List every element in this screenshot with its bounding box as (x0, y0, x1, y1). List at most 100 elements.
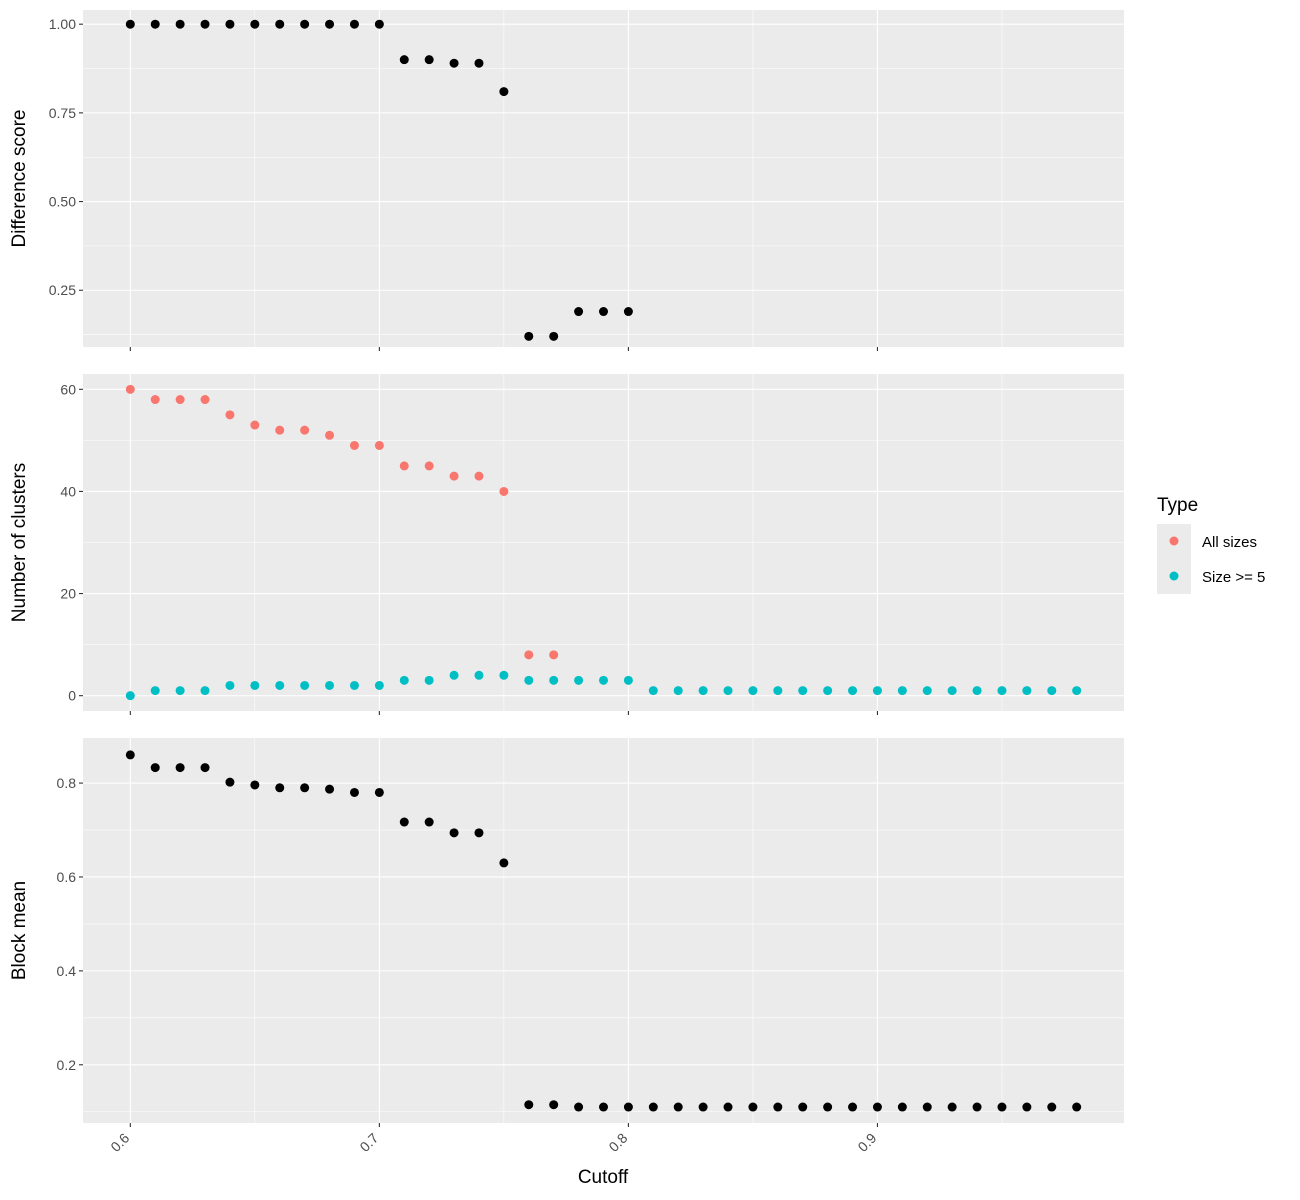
data-point (275, 19, 285, 29)
data-point (374, 680, 384, 690)
data-point (798, 686, 808, 696)
chart-panels: 0.25 0.50 0.75 1.00 Difference score 0 20 40 60 N… (9, 10, 1124, 1155)
data-point (623, 675, 633, 685)
data-point (399, 675, 409, 685)
data-point (424, 55, 434, 65)
data-point (175, 686, 185, 696)
data-point (275, 680, 285, 690)
data-point (374, 787, 384, 797)
data-point (474, 58, 484, 68)
data-point (349, 787, 359, 797)
data-point (449, 828, 459, 838)
y-tick-label: 40 (60, 483, 76, 499)
data-point (972, 1102, 982, 1112)
data-point (150, 19, 160, 29)
data-point (449, 471, 459, 481)
legend: Type All sizes Size >= 5 (1157, 495, 1265, 594)
data-point (972, 686, 982, 696)
data-point (200, 395, 210, 405)
series-size-5 (125, 670, 1082, 701)
data-point (549, 1100, 559, 1110)
data-point (225, 680, 235, 690)
data-point (574, 1102, 584, 1112)
data-point (325, 680, 335, 690)
data-point (599, 1102, 608, 1112)
data-point (424, 817, 434, 827)
data-point (449, 670, 459, 680)
data-point (1022, 1102, 1032, 1112)
data-point (549, 331, 559, 341)
panel-difference-score: 0.25 0.50 0.75 1.00 Difference score (9, 10, 1124, 351)
series-points (125, 750, 1082, 1112)
data-point (823, 1102, 833, 1112)
data-point (125, 691, 135, 701)
y-tick-label: 0.25 (49, 282, 76, 298)
data-point (474, 471, 484, 481)
data-point (1072, 686, 1082, 696)
data-point (798, 1102, 808, 1112)
data-point (997, 1102, 1007, 1112)
data-point (150, 395, 160, 405)
y-tick-label: 0.2 (57, 1057, 77, 1073)
y-tick-label: 0.50 (49, 194, 76, 210)
data-point (424, 461, 434, 471)
data-point (947, 686, 957, 696)
data-point (175, 395, 185, 405)
data-point (325, 430, 335, 440)
data-point (1047, 1102, 1057, 1112)
data-point (1022, 686, 1032, 696)
x-tick-label: 0.9 (854, 1130, 879, 1155)
y-tick-label: 0.4 (57, 963, 77, 979)
data-point (125, 384, 135, 394)
data-point (773, 1102, 783, 1112)
legend-key-all-sizes (1169, 536, 1179, 546)
panel-background (83, 738, 1124, 1123)
data-point (300, 425, 310, 435)
data-point (648, 686, 658, 696)
data-point (698, 1102, 708, 1112)
data-point (349, 19, 359, 29)
data-point (499, 670, 509, 680)
data-point (200, 763, 210, 773)
legend-key-size-ge-5 (1169, 571, 1179, 581)
data-point (947, 1102, 957, 1112)
data-point (275, 783, 285, 793)
data-point (474, 670, 484, 680)
x-tick-label: 0.7 (356, 1130, 381, 1155)
data-point (1047, 686, 1057, 696)
y-tick-label: 60 (60, 381, 76, 397)
x-tick-label: 0.6 (107, 1130, 132, 1155)
data-point (150, 686, 160, 696)
data-point (524, 675, 534, 685)
y-tick-label: 0.75 (49, 105, 76, 121)
data-point (499, 87, 509, 97)
data-point (225, 410, 235, 420)
data-point (325, 19, 335, 29)
data-point (848, 1102, 858, 1112)
data-point (275, 425, 285, 435)
data-point (648, 1102, 658, 1112)
data-point (549, 650, 559, 660)
data-point (300, 680, 310, 690)
x-axis-title: Cutoff (578, 1167, 629, 1188)
data-point (723, 686, 733, 696)
data-point (399, 461, 409, 471)
data-point (250, 19, 260, 29)
y-tick-label: 1.00 (49, 16, 76, 32)
data-point (449, 58, 459, 68)
data-point (773, 686, 783, 696)
data-point (723, 1102, 733, 1112)
data-point (673, 686, 683, 696)
data-point (499, 858, 509, 868)
data-point (599, 675, 608, 685)
data-point (574, 675, 584, 685)
data-point (349, 680, 359, 690)
data-point (225, 19, 235, 29)
data-point (300, 783, 310, 793)
data-point (848, 686, 858, 696)
data-point (574, 307, 584, 317)
series-all-sizes (125, 384, 559, 660)
data-point (474, 828, 484, 838)
data-point (524, 650, 534, 660)
